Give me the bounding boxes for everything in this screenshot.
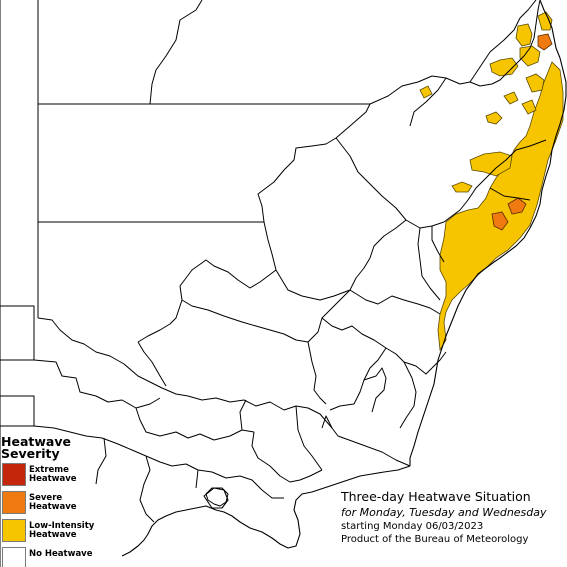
low-intensity-area-north-3 <box>519 45 541 67</box>
low-intensity-area-mid-3 <box>451 181 473 193</box>
nsw-line-r <box>443 139 547 223</box>
nsw-line-i <box>329 347 387 411</box>
nsw-line-p <box>417 227 441 301</box>
low-intensity-area-mid-6 <box>521 99 537 115</box>
low-intensity-area-mid-4 <box>503 91 519 105</box>
map-start-date: starting Monday 06/03/2023 <box>341 521 484 532</box>
qld-border <box>37 0 541 105</box>
severe-area-2 <box>491 211 509 231</box>
state-borders <box>0 0 541 567</box>
south-coastline <box>121 465 411 557</box>
nsw-line-e <box>275 219 407 301</box>
legend-item-severe: Severe Heatwave <box>1 491 111 515</box>
legend-swatch-none <box>2 547 26 567</box>
nsw-line-o <box>431 226 445 263</box>
coastline <box>121 0 567 557</box>
vic-line-8 <box>195 469 199 489</box>
severe-area-1 <box>507 197 527 215</box>
vic-line-4 <box>251 431 323 483</box>
legend-swatch-severe <box>2 491 26 514</box>
nsw-line-q <box>409 77 447 127</box>
nsw-line-h <box>321 317 433 375</box>
nsw-line-n <box>137 341 167 387</box>
legend-item-extreme: Extreme Heatwave <box>1 463 111 487</box>
low-intensity-area-north-1 <box>515 23 533 47</box>
low-intensity-heatwave-areas <box>419 11 564 352</box>
severe-area-3 <box>537 33 553 51</box>
nsw-line-j <box>399 361 417 429</box>
legend-item-low-intensity: Low-Intensity Heatwave <box>1 519 111 543</box>
vic-line-7 <box>139 455 155 523</box>
bay-outline <box>203 487 229 509</box>
vic-line-3 <box>33 425 284 499</box>
nsw-line-a <box>257 137 337 223</box>
nsw-line-f <box>349 289 441 315</box>
vic-line-9 <box>95 437 107 485</box>
legend-label-low-intensity: Low-Intensity Heatwave <box>29 521 95 540</box>
vic-line-5 <box>239 399 247 431</box>
map-title: Three-day Heatwave Situation <box>341 489 531 504</box>
east-coastline <box>409 0 567 466</box>
nsw-line-b <box>137 221 277 343</box>
legend-item-none: No Heatwave <box>1 547 111 567</box>
vic-line-6 <box>295 405 323 471</box>
map-subtitle: for Monday, Tuesday and Wednesday <box>341 506 547 519</box>
low-intensity-area-mid-1 <box>485 111 503 125</box>
sa-line-2 <box>0 305 35 361</box>
legend-swatch-low-intensity <box>2 519 26 542</box>
low-intensity-area-mid-5 <box>419 85 433 99</box>
map-title-block: Three-day Heatwave Situation for Monday,… <box>341 489 567 546</box>
legend: Heatwave Severity Extreme Heatwave Sever… <box>1 434 111 567</box>
vic-line-1 <box>33 359 161 409</box>
legend-label-severe: Severe Heatwave <box>29 493 77 512</box>
qld-district-line-1 <box>149 0 203 105</box>
vic-line-2 <box>135 407 255 441</box>
low-intensity-area-north-2 <box>489 57 519 77</box>
low-intensity-area-north-4 <box>537 11 553 31</box>
nsw-line-d <box>335 137 445 229</box>
nsw-district-borders <box>137 77 547 429</box>
map-credit: Product of the Bureau of Meteorology <box>341 534 529 545</box>
qld-district-line-2 <box>469 0 537 83</box>
low-intensity-area-main-coast <box>437 61 564 352</box>
low-intensity-area-mid-2 <box>469 151 513 177</box>
severe-heatwave-areas <box>491 33 553 231</box>
nsw-line-l <box>431 351 447 369</box>
legend-label-extreme: Extreme Heatwave <box>29 465 77 484</box>
nsw-line-k <box>363 367 387 413</box>
legend-title: Heatwave Severity <box>1 434 71 461</box>
vic-border <box>37 317 411 467</box>
sa-line-3 <box>0 395 35 427</box>
nsw-line-g <box>181 289 351 343</box>
nsw-line-m <box>307 341 327 405</box>
nsw-line-c <box>335 103 371 139</box>
low-intensity-area-north-5 <box>525 73 545 93</box>
vic-line-10 <box>321 415 333 429</box>
nsw-line-s <box>489 187 531 201</box>
legend-swatch-extreme <box>2 463 26 486</box>
legend-label-none: No Heatwave <box>29 549 93 559</box>
